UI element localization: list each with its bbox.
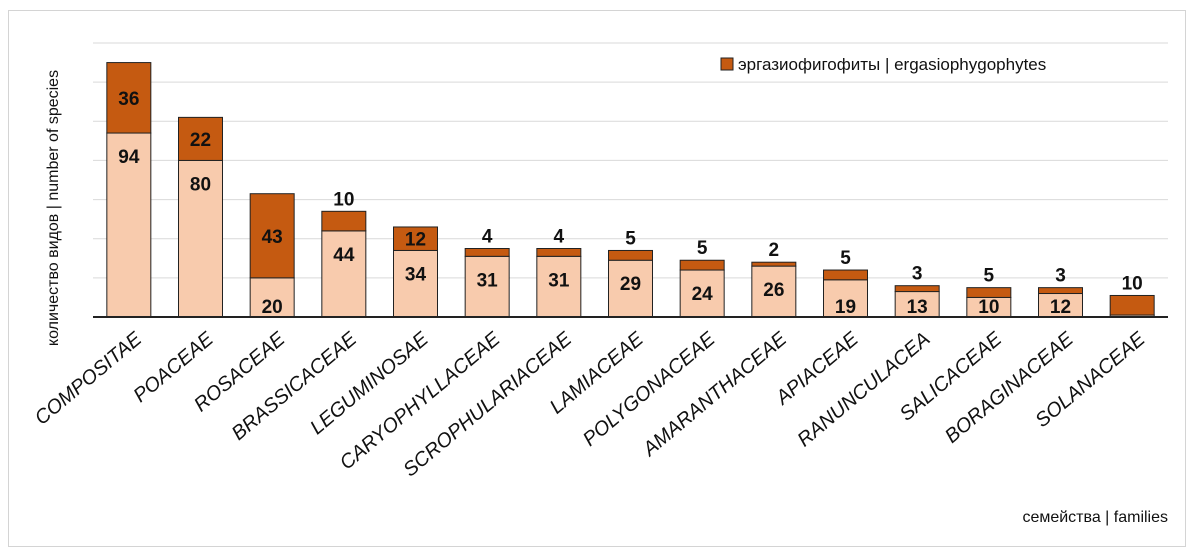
y-axis-label: количество видов | number of species bbox=[45, 70, 62, 346]
bar-segment-ergasiophygophytes bbox=[178, 116, 223, 161]
value-label-ergasiophygophytes: 12 bbox=[405, 230, 426, 251]
value-label-ergasiophygophytes: 22 bbox=[190, 130, 211, 151]
value-label-ergasiophygophytes: 3 bbox=[1055, 266, 1066, 287]
value-label-ergasiophygophytes: 10 bbox=[1122, 273, 1143, 294]
x-axis-label: семейства | families bbox=[1022, 509, 1168, 526]
category-label: BORAGINACEAE bbox=[941, 328, 1078, 448]
category-label: BRASSICACEAE bbox=[228, 328, 362, 445]
category-label: RANUNCULACEA bbox=[793, 328, 934, 451]
legend-label: эргазиофигофиты | ergasiophygophytes bbox=[738, 55, 1046, 74]
value-label-base: 31 bbox=[477, 270, 499, 291]
bar-segment-ergasiophygophytes bbox=[393, 226, 438, 251]
value-label-base: 94 bbox=[118, 147, 140, 168]
value-label-base: 44 bbox=[333, 245, 355, 266]
bar-segment-ergasiophygophytes bbox=[894, 285, 940, 293]
value-label-ergasiophygophytes: 5 bbox=[984, 266, 995, 287]
bar-segment-base bbox=[321, 230, 367, 318]
category-labels: COMPOSITAEPOACEAEROSACEAEBRASSICACEAELEG… bbox=[31, 328, 1150, 482]
bar-segment-ergasiophygophytes bbox=[321, 210, 367, 232]
value-label-ergasiophygophytes: 5 bbox=[840, 248, 851, 269]
bar-segment-base bbox=[679, 269, 725, 318]
value-label-base: 20 bbox=[262, 297, 283, 318]
value-label-base: 31 bbox=[548, 270, 570, 291]
value-label-base: 24 bbox=[692, 284, 714, 305]
value-label-ergasiophygophytes: 4 bbox=[554, 227, 565, 248]
value-label-base: 34 bbox=[405, 264, 427, 285]
value-label-ergasiophygophytes: 5 bbox=[697, 238, 708, 259]
bar-segment-ergasiophygophytes bbox=[1109, 294, 1155, 316]
bar-segment-ergasiophygophytes bbox=[823, 269, 868, 281]
value-label-base: 29 bbox=[620, 274, 641, 295]
value-label-ergasiophygophytes: 10 bbox=[333, 189, 354, 210]
value-label-base: 12 bbox=[1050, 297, 1071, 318]
value-label-ergasiophygophytes: 36 bbox=[118, 89, 139, 110]
value-label-base: 13 bbox=[907, 297, 928, 318]
value-label-ergasiophygophytes: 43 bbox=[262, 227, 283, 248]
bar-segment-ergasiophygophytes bbox=[106, 62, 152, 134]
bar-segment-base bbox=[178, 159, 223, 318]
bar-segment-ergasiophygophytes bbox=[536, 248, 582, 257]
bar-segment-base bbox=[464, 255, 510, 318]
bar-segment-ergasiophygophytes bbox=[608, 249, 653, 261]
bars: 94 36 80 22 20 43 44 10 34 12 31 4 31 4 29 5 24 5 26 2 19 5 13… bbox=[106, 62, 1155, 318]
category-label: POLYGONACEAE bbox=[579, 328, 720, 451]
value-label-ergasiophygophytes: 2 bbox=[769, 240, 780, 261]
bar-segment-ergasiophygophytes bbox=[249, 193, 295, 279]
bar-segment-ergasiophygophytes bbox=[679, 259, 725, 271]
bar-segment-base bbox=[751, 265, 797, 318]
bar-segment-ergasiophygophytes bbox=[966, 287, 1012, 298]
bar-segment-base bbox=[536, 255, 582, 318]
legend: эргазиофигофиты | ergasiophygophytes bbox=[720, 55, 1046, 74]
bar-segment-base bbox=[249, 277, 295, 318]
value-label-base: 10 bbox=[978, 297, 999, 318]
value-label-base: 80 bbox=[190, 174, 211, 195]
bar-segment-ergasiophygophytes bbox=[464, 248, 510, 257]
category-label: LEGUMINOSAE bbox=[306, 328, 433, 440]
value-label-base: 26 bbox=[763, 280, 784, 301]
legend-swatch bbox=[720, 57, 734, 71]
value-label-ergasiophygophytes: 4 bbox=[482, 227, 493, 248]
value-label-ergasiophygophytes: 3 bbox=[912, 264, 923, 285]
value-label-base: 19 bbox=[835, 297, 856, 318]
bar-segment-ergasiophygophytes bbox=[751, 261, 797, 267]
bar-segment-ergasiophygophytes bbox=[1038, 287, 1083, 295]
value-label-ergasiophygophytes: 5 bbox=[625, 228, 636, 249]
bar-segment-base bbox=[393, 249, 438, 318]
bar-segment-base bbox=[106, 132, 152, 318]
